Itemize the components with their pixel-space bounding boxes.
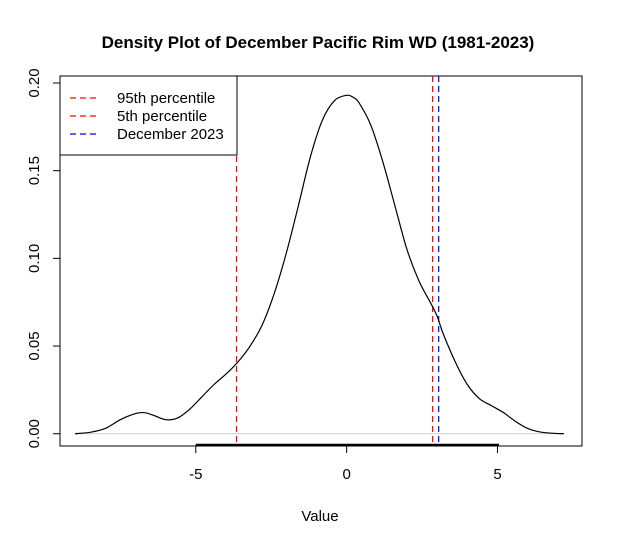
vline-layer	[235, 76, 440, 446]
legend-box	[59, 75, 238, 156]
y-tick-label: 0.20	[26, 68, 43, 97]
y-tick-label: 0.15	[26, 156, 43, 185]
series-layer	[75, 94, 564, 435]
x-tick-label: 5	[493, 466, 501, 483]
legend-label: 95th percentile	[117, 90, 215, 107]
density-curve	[75, 94, 564, 435]
y-tick-label: 0.10	[26, 244, 43, 273]
x-tick-label: -5	[189, 466, 202, 483]
legend-label: 5th percentile	[117, 108, 207, 125]
y-tick-label: 0.00	[26, 419, 43, 448]
x-axis: -5 0 5	[189, 445, 502, 483]
legend-label: December 2023	[117, 126, 224, 143]
y-tick-label: 0.05	[26, 331, 43, 360]
y-axis: 0.00 0.05 0.10 0.15 0.20	[26, 68, 61, 448]
x-axis-label: Value	[301, 508, 338, 525]
x-tick-label: 0	[342, 466, 350, 483]
chart-title: Density Plot of December Pacific Rim WD …	[102, 33, 535, 52]
